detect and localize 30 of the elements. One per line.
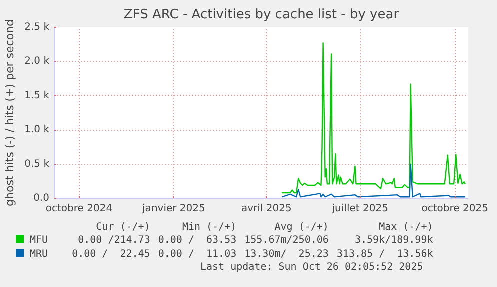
x-tick-label: avril 2025 [241, 204, 292, 214]
line-series [281, 42, 466, 194]
chart-title: ZFS ARC - Activities by cache list - by year [124, 8, 400, 22]
text: 155.67m/250.06 [244, 234, 330, 248]
text: Max (-/+) [378, 222, 434, 234]
text: 0.00 / 22.45 [71, 248, 152, 262]
legend-label: MFU [29, 234, 50, 248]
text: Min (-/+) [181, 222, 238, 234]
x-tick-label: octobre 2025 [422, 204, 488, 214]
y-tick-label: 2.0 k [24, 56, 50, 68]
text: 3.59k/189.99k [354, 234, 434, 248]
text: 0.00 / 11.03 [157, 248, 238, 262]
y-tick-label: 1.0 k [24, 124, 50, 136]
y-tick-label: 1.5 k [24, 90, 50, 102]
y-axis-title: ghost hits (-) / hits (+) per second [4, 20, 17, 206]
text: 13.30m/ 25.23 [244, 248, 330, 262]
text: 313.85 / 13.56k [336, 248, 434, 262]
text: 0.00 / 63.53 [157, 234, 238, 248]
y-tick-label: 0.0 [34, 193, 50, 204]
text: Last update: Sun Oct 26 02:05:52 2025 [199, 262, 424, 274]
text: Cur (-/+) [95, 222, 152, 234]
y-tick-label: 2.5 k [24, 22, 50, 33]
text: 0.00 /214.73 [77, 234, 152, 248]
text: Avg (-/+) [274, 222, 330, 234]
x-tick-label: janvier 2025 [142, 204, 206, 214]
x-tick-label: juillet 2025 [331, 204, 388, 214]
x-tick-label: octobre 2024 [46, 204, 113, 214]
line-series [281, 164, 466, 198]
legend-label: MRU [29, 248, 50, 262]
y-tick-label: 0.5 k [24, 158, 50, 170]
